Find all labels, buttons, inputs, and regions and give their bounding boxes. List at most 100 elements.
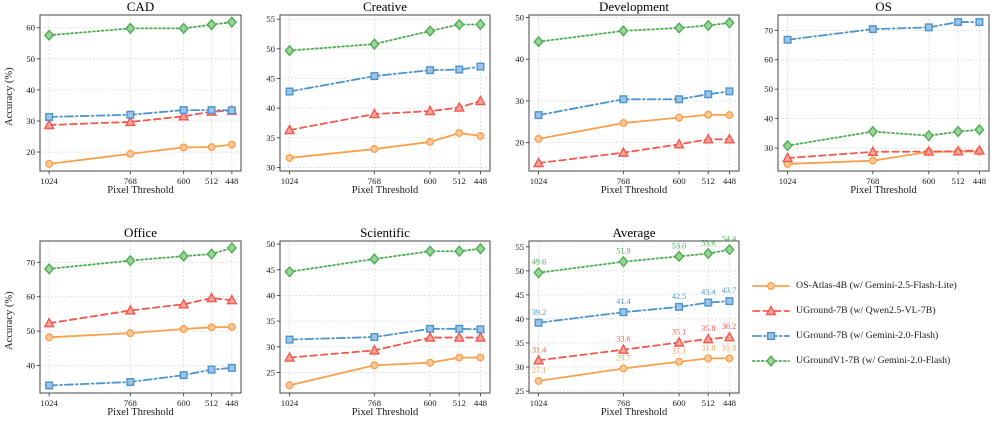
data-point-marker-orange <box>126 329 135 338</box>
data-point-marker-green <box>284 44 295 57</box>
data-point-marker-green <box>44 29 55 42</box>
x-tick-label: 768 <box>617 176 631 186</box>
chart-title: Office <box>124 225 157 240</box>
data-point-marker-green <box>475 18 486 31</box>
y-axis-label: Accuracy (%) <box>4 67 15 126</box>
series-line-orange <box>288 132 482 159</box>
data-point-marker-blue <box>126 377 135 386</box>
data-point-marker-orange <box>455 353 464 362</box>
y-tick-label: 20 <box>515 138 524 148</box>
chart-title: Scientific <box>360 225 410 240</box>
data-point-marker-red <box>952 145 964 156</box>
x-tick-label: 512 <box>205 176 218 186</box>
series-line-red <box>48 109 233 126</box>
data-point-marker-green <box>703 19 714 32</box>
data-point-marker-green <box>44 262 55 275</box>
data-point-marker-red <box>124 304 136 315</box>
legend-line-sample-red <box>752 304 790 315</box>
x-tick-label: 1024 <box>530 398 548 408</box>
chart-canvas-scientific: 1024 768 600 512 448 25 30 35 40 45 50 <box>266 239 491 408</box>
x-tick-label: 768 <box>124 398 138 408</box>
axes-spines <box>777 14 990 172</box>
data-point-marker-green <box>424 245 436 258</box>
series-line-green <box>537 248 731 274</box>
data-point-marker-orange <box>45 333 54 342</box>
data-point-marker-blue <box>370 333 379 342</box>
y-tick-label: 40 <box>764 114 773 124</box>
data-point-marker-blue <box>179 106 188 115</box>
data-point-marker-red <box>453 101 465 112</box>
point-label-green: 53.6 <box>701 239 715 248</box>
legend-marker-diamond <box>765 354 777 367</box>
y-tick-label: 40 <box>515 314 524 324</box>
data-point-marker-blue <box>868 25 877 34</box>
data-point-marker-orange <box>179 143 188 152</box>
data-point-marker-green <box>226 16 237 29</box>
y-tick-label: 40 <box>515 54 524 64</box>
legend-item-uground-7b-qwen: UGround-7B (w/ Qwen2.5-VL-7B) <box>752 298 995 323</box>
chart-creative: 1024 768 600 512 448 30 35 40 45 50 55 Creative Pi… <box>249 0 498 215</box>
data-point-marker-red <box>283 351 296 362</box>
data-point-marker-blue <box>476 62 485 71</box>
data-point-marker-blue <box>924 23 933 32</box>
data-point-marker-orange <box>675 113 684 122</box>
data-point-marker-orange <box>619 119 628 128</box>
x-tick-label: 512 <box>702 176 715 186</box>
data-point-marker-orange <box>476 353 485 362</box>
data-point-marker-red <box>178 298 190 309</box>
data-point-marker-red <box>867 145 879 157</box>
data-point-marker-green <box>178 250 189 262</box>
legend-marker-circle <box>766 281 775 290</box>
chart-canvas-development: 1024 768 600 512 448 20 30 40 50 <box>515 13 740 186</box>
y-tick-label: 35 <box>515 338 524 348</box>
data-point-marker-orange <box>455 129 464 138</box>
x-tick-label: 768 <box>617 398 631 408</box>
series-line-green <box>48 246 233 270</box>
series-line-green <box>537 22 731 43</box>
x-axis-label: Pixel Threshold <box>351 185 419 196</box>
y-tick-label: 55 <box>515 242 524 252</box>
chart-os: 1024 768 600 512 448 30 40 50 60 70 OS Pixel Thre… <box>747 0 997 215</box>
data-point-marker-green <box>974 123 985 136</box>
x-axis-label: Pixel Threshold <box>600 407 668 418</box>
x-axis-label: Pixel Threshold <box>351 407 419 418</box>
data-point-marker-orange <box>704 354 713 363</box>
y-axis-label: Accuracy (%) <box>4 291 15 350</box>
y-tick-label: 45 <box>266 73 275 83</box>
data-point-marker-orange <box>285 153 294 162</box>
data-point-marker-red <box>424 331 436 342</box>
series-line-orange <box>288 356 482 387</box>
x-tick-label: 448 <box>723 398 737 408</box>
data-point-marker-orange <box>179 325 188 334</box>
point-label-blue: 39.2 <box>532 308 546 317</box>
axes-spines <box>279 240 491 394</box>
chart-title: CAD <box>126 0 155 14</box>
data-point-marker-blue <box>534 111 543 120</box>
y-tick-label: 70 <box>26 257 35 267</box>
chart-average: 1024 768 600 512 448 25 30 35 40 45 50 55 27.1 29.7 31… <box>498 215 747 431</box>
data-point-marker-green <box>724 17 735 29</box>
y-tick-label: 30 <box>266 342 275 352</box>
y-tick-label: 50 <box>515 13 524 23</box>
data-point-marker-red <box>283 124 296 135</box>
data-point-marker-blue <box>675 302 684 311</box>
series-line-blue <box>48 366 233 387</box>
y-tick-label: 35 <box>266 133 275 143</box>
x-axis-label: Pixel Threshold <box>850 185 917 196</box>
axes-spines <box>39 240 242 394</box>
series-line-green <box>786 128 981 147</box>
legend-label: UGround-7B (w/ Gemini-2.0-Flash) <box>796 330 939 341</box>
data-point-marker-green <box>673 250 685 263</box>
data-point-marker-red <box>474 331 487 342</box>
data-point-marker-orange <box>370 361 379 370</box>
data-point-marker-blue <box>45 112 54 121</box>
series-line-red <box>48 297 233 325</box>
chart-canvas-creative: 1024 768 600 512 448 30 35 40 45 50 55 <box>266 14 491 186</box>
legend-label: OS-Atlas-4B (w/ Gemini-2.5-Flash-Lite) <box>796 280 957 291</box>
data-point-marker-green <box>226 242 237 254</box>
series-line-orange <box>786 150 981 165</box>
series-line-red <box>288 336 482 359</box>
point-label-blue: 43.7 <box>722 286 736 295</box>
point-label-blue: 43.4 <box>701 288 715 297</box>
legend-line-sample-blue <box>752 331 790 340</box>
